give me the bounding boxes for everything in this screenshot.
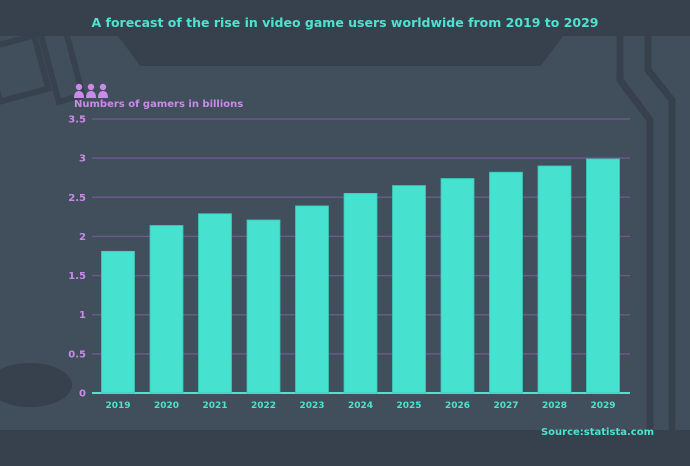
bar-2025: [392, 185, 426, 394]
y-tick-label: 0: [79, 389, 86, 400]
y-tick-label: 3.5: [68, 115, 86, 126]
x-tick-label: 2029: [590, 401, 615, 411]
header-band: [0, 0, 690, 36]
bar-2020: [149, 225, 184, 394]
x-tick-label: 2020: [154, 401, 179, 411]
x-tick-label: 2024: [348, 401, 373, 411]
computer-icon: [0, 23, 87, 106]
y-tick-label: 0.5: [68, 349, 86, 360]
x-tick-label: 2022: [251, 401, 276, 411]
y-tick-label: 3: [79, 154, 86, 165]
chart-title: A forecast of the rise in video game use…: [91, 15, 599, 30]
bar-2024: [343, 192, 378, 394]
bar-2021: [198, 213, 232, 394]
x-tick-label: 2019: [105, 401, 130, 411]
source-label: Source:statista.com: [540, 427, 654, 438]
bar-2023: [295, 205, 329, 394]
y-tick-label: 2.5: [68, 193, 86, 204]
people-group-icon: [74, 83, 108, 98]
bar-2022: [246, 219, 281, 394]
y-axis-label: Numbers of gamers in billions: [74, 99, 244, 110]
bar-2026: [440, 178, 475, 394]
circuit-lines-icon: [616, 36, 676, 466]
bar-2029: [586, 158, 620, 394]
x-tick-label: 2027: [493, 401, 518, 411]
bar-2028: [537, 165, 572, 394]
bar-2027: [489, 171, 523, 394]
x-tick-label: 2026: [445, 401, 470, 411]
x-tick-label: 2021: [202, 401, 227, 411]
footer-band: [0, 430, 690, 466]
header-tab: [118, 36, 563, 66]
x-tick-label: 2025: [396, 401, 421, 411]
bar-2019: [101, 250, 135, 394]
gamepad-icon: [0, 363, 72, 407]
x-tick-label: 2023: [299, 401, 324, 411]
y-tick-label: 2: [79, 232, 86, 243]
x-tick-label: 2028: [542, 401, 567, 411]
y-tick-label: 1.5: [68, 271, 86, 282]
y-tick-label: 1: [79, 310, 86, 321]
